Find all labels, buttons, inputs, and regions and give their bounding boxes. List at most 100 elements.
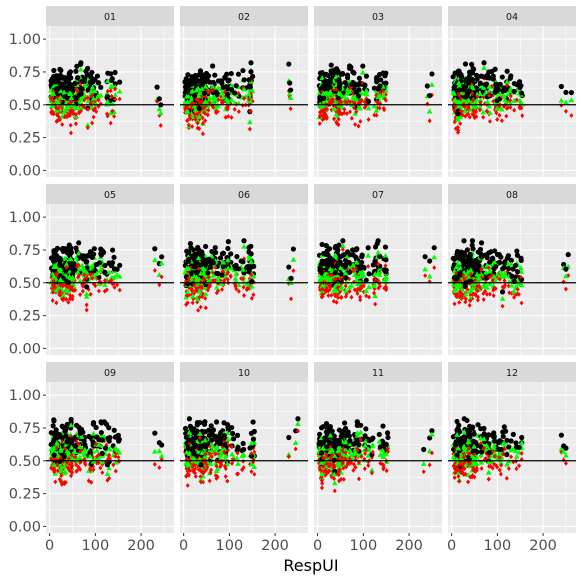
- scatter-points: [316, 419, 435, 494]
- point-circle: [565, 252, 571, 258]
- point-circle: [319, 241, 325, 248]
- point-diamond: [334, 299, 339, 305]
- facet-label: 08: [506, 190, 518, 201]
- point-circle: [321, 95, 327, 101]
- point-circle: [286, 61, 292, 67]
- point-diamond: [463, 296, 468, 302]
- point-triangle: [377, 92, 383, 98]
- point-circle: [72, 434, 78, 440]
- point-circle: [359, 259, 365, 265]
- point-circle: [487, 259, 493, 265]
- point-triangle: [69, 274, 76, 280]
- point-diamond: [322, 107, 327, 113]
- point-triangle: [505, 261, 512, 267]
- point-circle: [469, 238, 476, 244]
- point-circle: [75, 75, 81, 81]
- point-diamond: [507, 290, 512, 296]
- point-diamond: [366, 263, 371, 269]
- point-diamond: [514, 97, 519, 103]
- facet-panel-09: 09: [46, 362, 174, 533]
- point-diamond: [481, 297, 486, 302]
- point-triangle: [321, 271, 328, 277]
- point-circle: [477, 80, 483, 86]
- point-diamond: [212, 271, 217, 277]
- point-triangle: [287, 94, 294, 100]
- point-diamond: [512, 107, 517, 113]
- point-circle: [212, 244, 218, 251]
- point-triangle: [210, 99, 216, 105]
- point-diamond: [67, 468, 72, 473]
- point-diamond: [455, 124, 460, 130]
- point-triangle: [78, 433, 85, 439]
- point-circle: [102, 445, 109, 451]
- point-circle: [57, 66, 63, 72]
- point-triangle: [96, 281, 102, 287]
- point-diamond: [90, 454, 95, 460]
- point-diamond: [223, 94, 228, 100]
- point-diamond: [518, 274, 523, 280]
- point-circle: [476, 263, 482, 269]
- point-triangle: [518, 264, 524, 270]
- point-circle: [205, 270, 211, 276]
- point-diamond: [468, 292, 473, 298]
- point-circle: [54, 431, 60, 437]
- point-circle: [498, 254, 504, 260]
- point-circle: [365, 245, 371, 251]
- point-triangle: [90, 430, 97, 436]
- point-diamond: [206, 89, 211, 95]
- point-diamond: [293, 446, 298, 452]
- point-circle: [327, 79, 333, 85]
- point-triangle: [487, 109, 493, 115]
- point-triangle: [248, 461, 255, 467]
- point-diamond: [185, 483, 190, 488]
- point-diamond: [66, 284, 71, 290]
- point-diamond: [376, 285, 381, 291]
- point-triangle: [337, 265, 344, 271]
- point-triangle: [477, 96, 484, 102]
- point-triangle: [207, 461, 214, 467]
- point-circle: [84, 258, 90, 265]
- point-circle: [355, 93, 362, 99]
- point-circle: [225, 91, 231, 98]
- point-triangle: [480, 283, 487, 289]
- facet-label: 09: [104, 368, 116, 379]
- point-triangle: [366, 284, 372, 290]
- point-circle: [492, 89, 498, 95]
- point-diamond: [197, 435, 202, 441]
- point-circle: [187, 437, 193, 443]
- point-circle: [249, 279, 255, 285]
- point-diamond: [497, 276, 502, 282]
- point-circle: [182, 425, 189, 432]
- point-triangle: [78, 66, 84, 72]
- point-diamond: [57, 290, 62, 295]
- point-triangle: [486, 268, 493, 274]
- point-diamond: [320, 292, 325, 298]
- point-circle: [230, 430, 236, 437]
- point-diamond: [195, 120, 200, 126]
- point-triangle: [156, 106, 163, 112]
- point-diamond: [152, 461, 157, 467]
- point-triangle: [327, 266, 334, 272]
- point-diamond: [242, 293, 247, 298]
- point-diamond: [341, 476, 346, 482]
- point-triangle: [358, 268, 365, 274]
- point-triangle: [236, 281, 242, 287]
- point-circle: [501, 260, 508, 266]
- point-diamond: [205, 464, 210, 470]
- point-diamond: [235, 450, 240, 456]
- point-diamond: [203, 295, 208, 301]
- point-triangle: [451, 288, 458, 294]
- point-diamond: [66, 299, 71, 305]
- point-diamond: [240, 276, 245, 282]
- point-diamond: [221, 99, 226, 105]
- point-circle: [54, 435, 60, 441]
- point-diamond: [229, 444, 234, 450]
- point-diamond: [336, 116, 341, 122]
- point-circle: [481, 60, 487, 66]
- point-circle: [58, 81, 64, 87]
- point-diamond: [318, 113, 323, 119]
- point-diamond: [107, 452, 112, 458]
- point-triangle: [466, 274, 472, 280]
- point-diamond: [358, 119, 363, 124]
- point-diamond: [196, 97, 201, 103]
